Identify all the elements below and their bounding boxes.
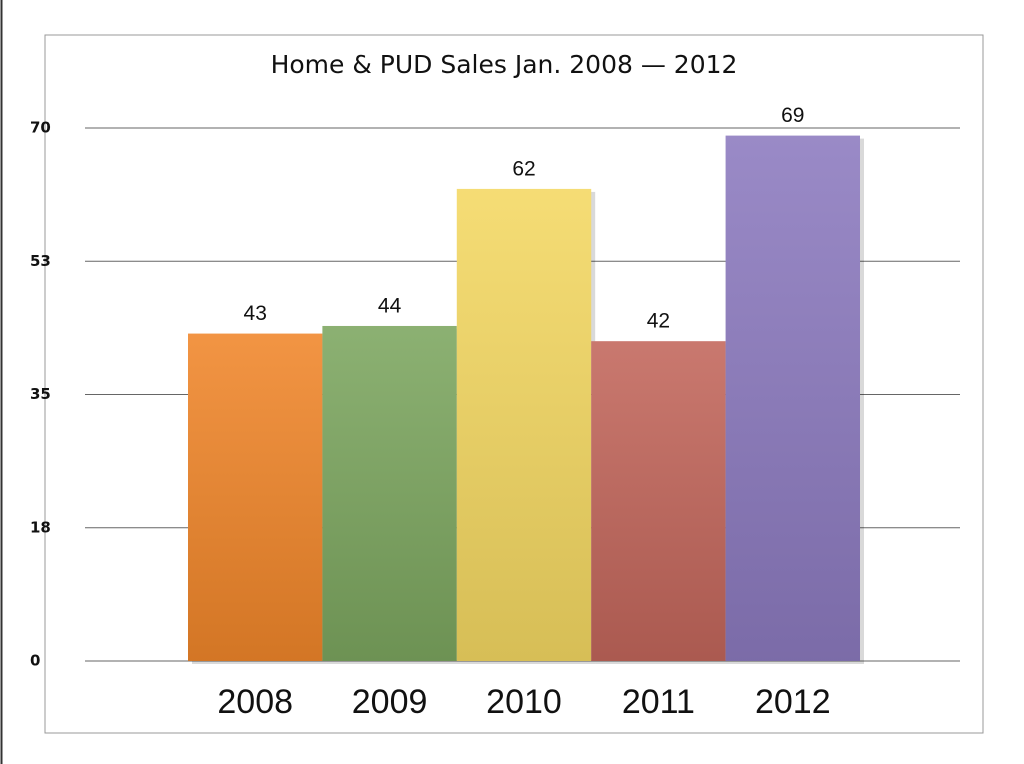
- value-label: 44: [378, 295, 402, 318]
- x-tick-label: 2008: [217, 683, 293, 721]
- x-tick-label: 2011: [622, 683, 695, 721]
- bar-sheen: [725, 135, 860, 662]
- y-tick-label: 0: [30, 652, 40, 670]
- x-tick-label: 2009: [352, 683, 428, 721]
- x-tick-label: 2010: [486, 683, 562, 721]
- bar-sheen: [322, 325, 457, 661]
- y-tick-label: 18: [30, 518, 51, 536]
- bar-sheen: [591, 341, 726, 661]
- value-label: 42: [647, 310, 670, 333]
- value-label: 62: [512, 157, 535, 180]
- y-tick-label: 70: [30, 119, 51, 137]
- bar-sheen: [188, 333, 323, 661]
- chart-title: Home & PUD Sales Jan. 2008 — 2012: [271, 50, 738, 79]
- bar-sheen: [456, 188, 592, 661]
- y-tick-label: 35: [30, 385, 51, 403]
- value-label: 43: [244, 302, 267, 325]
- value-label: 69: [781, 104, 804, 127]
- y-tick-label: 53: [30, 252, 51, 270]
- x-tick-label: 2012: [755, 683, 831, 721]
